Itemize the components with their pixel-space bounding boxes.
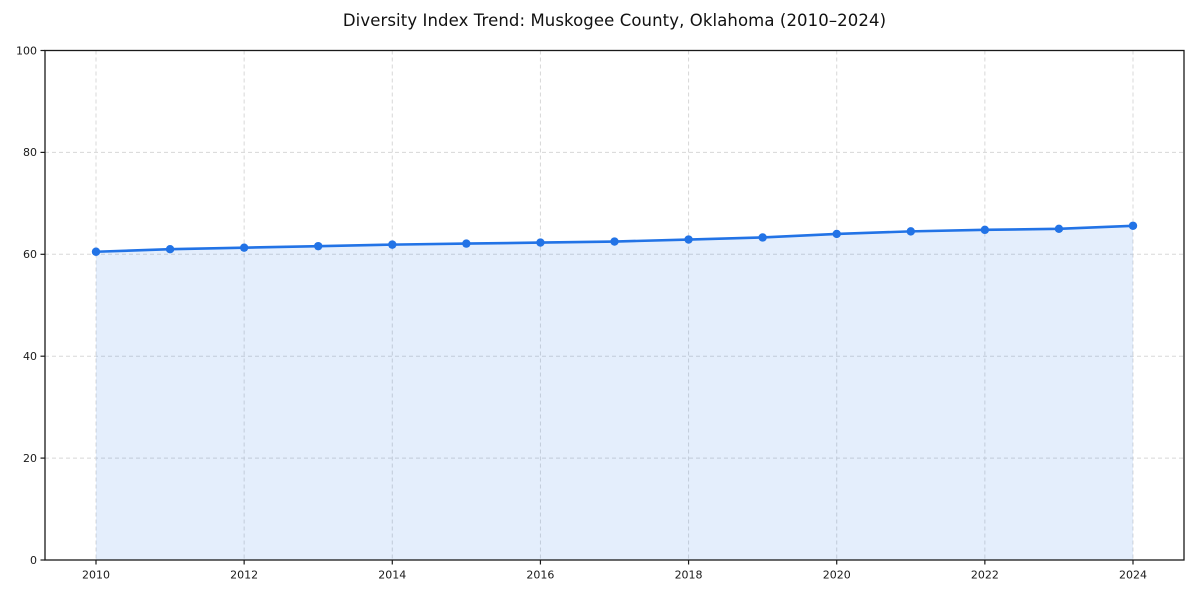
x-tick-label: 2010 bbox=[82, 569, 110, 582]
y-tick-label: 40 bbox=[23, 350, 37, 363]
chart-title: Diversity Index Trend: Muskogee County, … bbox=[342, 11, 887, 30]
x-tick-label: 2024 bbox=[1119, 569, 1147, 582]
x-tick-label: 2020 bbox=[823, 569, 851, 582]
x-tick-label: 2016 bbox=[526, 569, 554, 582]
series-area-fill bbox=[96, 225, 1133, 560]
y-tick-label: 20 bbox=[23, 452, 37, 465]
x-tick-label: 2014 bbox=[378, 569, 406, 582]
data-point-marker bbox=[239, 243, 249, 252]
data-point-marker bbox=[91, 247, 101, 256]
data-point-marker bbox=[314, 241, 323, 251]
data-point-marker bbox=[462, 239, 471, 248]
data-point-marker bbox=[1054, 224, 1064, 234]
data-point-marker bbox=[832, 229, 841, 239]
y-tick-label: 80 bbox=[23, 146, 37, 159]
data-point-marker bbox=[758, 233, 767, 242]
data-point-marker bbox=[165, 245, 175, 254]
data-point-marker bbox=[1128, 221, 1138, 230]
data-point-marker bbox=[684, 235, 693, 244]
y-tick-label: 60 bbox=[23, 248, 37, 261]
data-point-marker bbox=[610, 237, 619, 246]
data-point-marker bbox=[906, 227, 915, 236]
data-point-marker bbox=[980, 225, 990, 235]
x-tick-label: 2022 bbox=[971, 569, 999, 582]
y-tick-label: 100 bbox=[16, 44, 37, 57]
x-tick-label: 2018 bbox=[675, 569, 703, 582]
data-point-marker bbox=[388, 240, 397, 249]
y-tick-label: 0 bbox=[30, 554, 37, 567]
x-tick-label: 2012 bbox=[230, 569, 258, 582]
data-point-marker bbox=[536, 238, 545, 247]
plot-box-spines bbox=[44, 49, 1185, 561]
